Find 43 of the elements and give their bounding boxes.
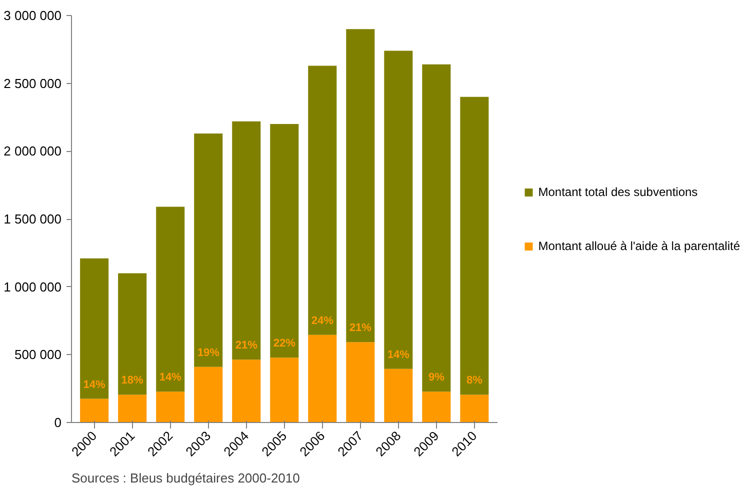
y-tick-label: 3 000 000 xyxy=(4,8,62,23)
source-note: Sources : Bleus budgétaires 2000-2010 xyxy=(72,470,300,486)
bar xyxy=(460,96,489,395)
bar xyxy=(232,360,261,422)
annotation: 14% xyxy=(387,348,410,361)
bar xyxy=(346,342,375,422)
legend-label: Montant alloué à l'aide à la parentalité xyxy=(538,238,740,252)
y-tick-label: 500 000 xyxy=(14,347,62,362)
bar xyxy=(308,334,337,422)
bar xyxy=(194,134,223,367)
annotation: 22% xyxy=(273,338,296,350)
legend-label: Montant total des subventions xyxy=(538,184,698,198)
y-tick-label: 2 500 000 xyxy=(4,76,62,91)
bar xyxy=(232,121,261,360)
bar xyxy=(118,394,147,422)
y-tick-label: 2 000 000 xyxy=(4,144,62,159)
annotation: 24% xyxy=(311,314,334,327)
annotation: 21% xyxy=(235,340,258,352)
annotation: 14% xyxy=(83,378,106,391)
bar xyxy=(80,398,109,422)
y-tick-label: 1 500 000 xyxy=(4,212,62,226)
bar xyxy=(384,50,413,369)
annotation: 9% xyxy=(428,372,445,384)
y-tick-label: 0 xyxy=(54,415,62,430)
annotation: 19% xyxy=(197,346,220,359)
bar xyxy=(460,394,489,422)
annotation: 21% xyxy=(349,322,372,334)
bar xyxy=(270,124,299,358)
bar xyxy=(156,206,185,392)
bar xyxy=(80,258,109,399)
y-tick-label: 1 000 000 xyxy=(4,279,62,294)
bar xyxy=(118,273,147,395)
bar xyxy=(422,392,451,422)
bar xyxy=(194,366,223,422)
annotation: 8% xyxy=(466,374,483,387)
bar xyxy=(156,392,185,422)
bar xyxy=(270,358,299,422)
bar xyxy=(308,66,337,335)
annotation: 18% xyxy=(121,374,144,387)
bar xyxy=(422,64,451,392)
annotation: 14% xyxy=(159,372,182,384)
bar xyxy=(384,368,413,422)
bar xyxy=(346,29,375,342)
